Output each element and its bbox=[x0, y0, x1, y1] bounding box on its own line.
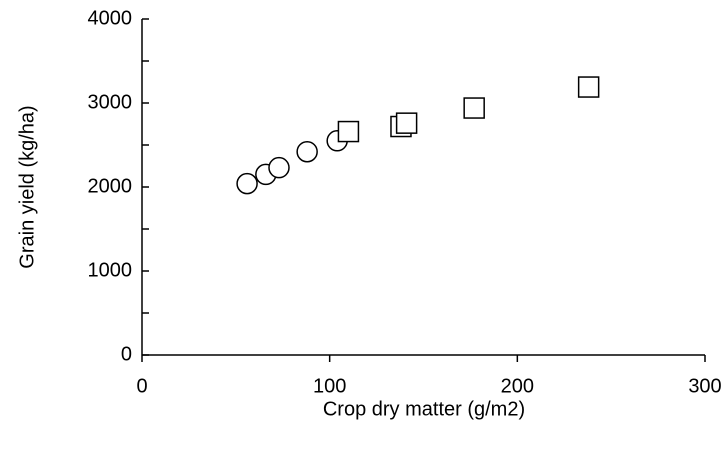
y-tick-label: 4000 bbox=[88, 7, 133, 29]
x-tick-label: 0 bbox=[136, 375, 147, 397]
x-axis-label: Crop dry matter (g/m2) bbox=[323, 398, 525, 420]
x-tick-label: 100 bbox=[313, 375, 346, 397]
y-tick-label: 2000 bbox=[88, 175, 133, 197]
y-tick-label: 3000 bbox=[88, 91, 133, 113]
circle-marker bbox=[296, 140, 318, 163]
square-marker bbox=[337, 120, 360, 143]
square-marker bbox=[395, 112, 418, 134]
y-tick-label: 0 bbox=[121, 343, 132, 365]
circle-marker bbox=[268, 156, 290, 179]
y-axis-label: Grain yield (kg/ha) bbox=[16, 105, 38, 268]
square-marker bbox=[577, 76, 600, 98]
y-tick-label: 1000 bbox=[88, 259, 133, 281]
square-marker bbox=[463, 97, 485, 119]
x-tick-label: 300 bbox=[688, 375, 721, 397]
x-tick-label: 200 bbox=[501, 375, 534, 397]
circle-marker bbox=[236, 172, 258, 195]
